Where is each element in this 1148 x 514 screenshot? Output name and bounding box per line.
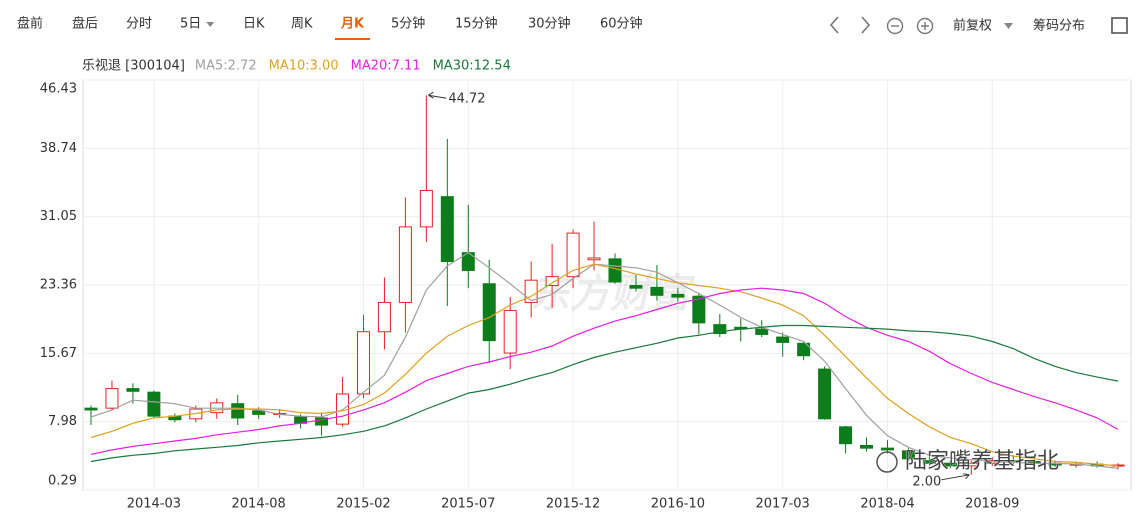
candle-body [231, 403, 245, 419]
candle-body [252, 410, 266, 415]
annotation-arrow [428, 91, 447, 99]
candle-body [503, 309, 517, 354]
candle-body [901, 450, 915, 460]
candle-body [84, 407, 98, 411]
candle-body [880, 447, 894, 451]
tab[interactable]: 盘前 [17, 16, 43, 32]
candle-body [797, 342, 811, 357]
tab[interactable]: 60分钟 [600, 16, 643, 32]
candle-body [482, 283, 496, 342]
ma-line [90, 263, 1119, 467]
y-tick-label: 15.67 [40, 346, 77, 361]
annotation-label: 2.00 [912, 474, 941, 489]
x-tick-label: 2016-10 [651, 497, 705, 512]
tab[interactable]: 15分钟 [455, 16, 498, 32]
x-tick-label: 2018-09 [965, 497, 1019, 512]
tab[interactable]: 分时 [126, 17, 152, 32]
y-tick-label: 31.05 [40, 209, 77, 224]
dropdown-caret [206, 22, 215, 27]
candle-body [147, 391, 161, 417]
zoom-in-button[interactable] [916, 17, 934, 35]
legend-entry: MA30:12.54 [433, 59, 511, 74]
y-tick-label: 0.29 [48, 474, 77, 489]
legend-entry: MA5:2.72 [195, 59, 257, 74]
candle-body [964, 462, 978, 467]
candle-body [713, 324, 727, 335]
candle-body [377, 301, 391, 333]
tab[interactable]: 日K [243, 17, 265, 32]
x-tick-label: 2014-08 [232, 497, 286, 512]
candle-body [629, 285, 643, 289]
ma-line [90, 251, 1119, 469]
legend-entry: MA20:7.11 [351, 59, 421, 74]
annotation-label: 44.72 [448, 92, 485, 107]
candle-body [922, 460, 936, 464]
candle-body [419, 189, 433, 228]
tab[interactable]: 盘后 [72, 16, 98, 32]
candle-body [943, 462, 957, 467]
y-tick-label: 7.98 [48, 414, 77, 429]
watermark-icon [876, 451, 898, 473]
tab[interactable]: 月K [340, 17, 365, 32]
tab[interactable]: 5分钟 [391, 16, 425, 32]
next-button[interactable] [861, 16, 871, 34]
tab[interactable]: 5日 [180, 17, 201, 32]
candle-body [839, 426, 853, 445]
tab[interactable]: 周K [291, 17, 313, 32]
candle-body [315, 417, 329, 426]
candle-body [398, 226, 412, 303]
candle-body [566, 232, 580, 278]
watermark: 陆家嘴养基指北 [905, 449, 1059, 474]
zoom-out-button[interactable] [886, 17, 904, 35]
annotation-arrow [941, 473, 970, 481]
fullscreen-button[interactable] [1111, 17, 1128, 34]
y-tick-label: 46.43 [40, 82, 77, 97]
y-tick-label: 23.36 [40, 278, 77, 293]
candle-body [692, 295, 706, 324]
candle-body [818, 368, 832, 420]
candle-body [776, 336, 790, 343]
ma-line [90, 287, 1119, 455]
candle-body [126, 388, 140, 392]
stock-name: 乐视退 [300104] [82, 59, 185, 74]
candle-body [105, 388, 119, 409]
x-tick-label: 2017-03 [756, 497, 810, 512]
x-tick-label: 2015-07 [441, 497, 495, 512]
candle-body [356, 331, 370, 395]
candle-body [608, 258, 622, 283]
candle-body [440, 196, 454, 263]
y-tick-label: 38.74 [40, 141, 77, 156]
x-tick-label: 2015-12 [546, 497, 600, 512]
candle-body [587, 257, 601, 261]
adjust-dropdown[interactable]: 前复权 [953, 18, 992, 34]
dropdown-caret [1004, 23, 1013, 29]
candle-body [1006, 460, 1020, 463]
prev-button[interactable] [829, 16, 839, 34]
candle-body [650, 286, 664, 296]
x-tick-label: 2014-03 [127, 497, 181, 512]
candle-body [860, 444, 874, 449]
chips-button[interactable]: 筹码分布 [1033, 18, 1085, 34]
candle-body [671, 293, 685, 298]
tab[interactable]: 30分钟 [528, 16, 571, 32]
x-tick-label: 2018-04 [860, 497, 914, 512]
legend-entry: MA10:3.00 [269, 59, 339, 74]
x-tick-label: 2015-02 [336, 497, 390, 512]
candle-body [545, 276, 559, 287]
ma-line [90, 324, 1119, 463]
zoom-in-icon [921, 22, 929, 30]
candle-body [755, 328, 769, 335]
